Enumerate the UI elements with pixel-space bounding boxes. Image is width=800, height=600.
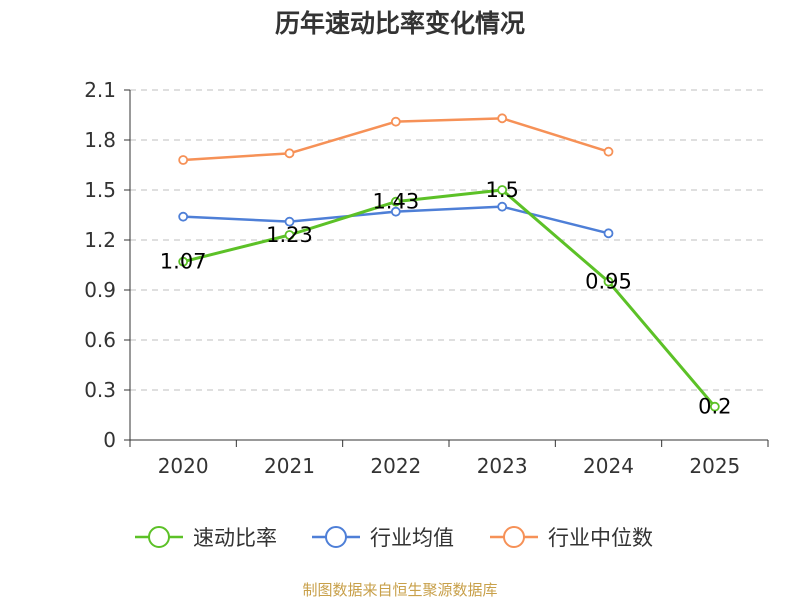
data-point[interactable] xyxy=(603,146,614,157)
data-point[interactable] xyxy=(709,401,720,412)
data-point[interactable] xyxy=(178,155,189,165)
data-label: 1.23 xyxy=(266,223,313,247)
legend-item[interactable]: 行业中位数 xyxy=(490,526,653,550)
grid xyxy=(130,89,768,391)
legend-item[interactable]: 速动比率 xyxy=(135,526,277,550)
y-tick-label: 0.6 xyxy=(84,328,116,352)
x-tick-label: 2024 xyxy=(583,454,634,478)
legend-label: 速动比率 xyxy=(193,526,277,550)
data-label: 1.43 xyxy=(372,190,419,214)
legend-marker xyxy=(503,526,525,548)
data-point[interactable] xyxy=(497,185,508,195)
data-point[interactable] xyxy=(603,276,614,287)
x-tick-label: 2023 xyxy=(477,454,528,478)
legend[interactable]: 速动比率 行业均值 行业中位数 xyxy=(135,526,653,550)
data-labels: 1.07 1.23 1.43 1.5 0.95 0.2 xyxy=(160,178,732,419)
legend-marker xyxy=(148,526,170,548)
y-tick-label: 1.5 xyxy=(84,178,116,202)
y-tick-label: 0 xyxy=(103,428,116,452)
series-line xyxy=(182,188,716,408)
x-tick-label: 2020 xyxy=(158,454,209,478)
data-point[interactable] xyxy=(178,256,189,267)
axes: 0 0.3 0.6 0.9 1.2 1.5 1.8 2.1 2020 2021 2022 2023 20… xyxy=(84,78,769,478)
y-tick-label: 0.9 xyxy=(84,278,116,302)
legend-marker xyxy=(325,526,347,548)
legend-item[interactable]: 行业均值 xyxy=(312,526,454,550)
x-tick-label: 2022 xyxy=(370,454,421,478)
data-point[interactable] xyxy=(284,216,295,227)
data-point[interactable] xyxy=(390,206,401,217)
data-point[interactable] xyxy=(497,113,508,124)
y-tick-label: 2.1 xyxy=(84,78,116,102)
data-point[interactable] xyxy=(390,116,401,127)
data-point[interactable] xyxy=(603,228,614,239)
x-tick-label: 2021 xyxy=(264,454,315,478)
legend-label: 行业中位数 xyxy=(548,526,653,550)
data-label: 1.5 xyxy=(485,178,518,202)
y-tick-label: 0.3 xyxy=(84,378,116,402)
x-tick-label: 2025 xyxy=(689,454,740,478)
data-label: 0.2 xyxy=(698,395,731,419)
data-label: 1.07 xyxy=(160,250,207,274)
series xyxy=(178,113,720,412)
legend-label: 行业均值 xyxy=(370,526,454,550)
data-point[interactable] xyxy=(284,230,295,240)
data-point[interactable] xyxy=(284,148,295,159)
chart-title: 历年速动比率变化情况 xyxy=(275,9,525,38)
data-point[interactable] xyxy=(390,196,401,207)
data-label: 0.95 xyxy=(585,270,632,294)
y-tick-label: 1.2 xyxy=(84,228,116,252)
data-point[interactable] xyxy=(178,211,189,222)
source-credit: 制图数据来自恒生聚源数据库 xyxy=(302,581,497,599)
y-tick-label: 1.8 xyxy=(84,128,116,152)
data-point[interactable] xyxy=(497,201,508,212)
